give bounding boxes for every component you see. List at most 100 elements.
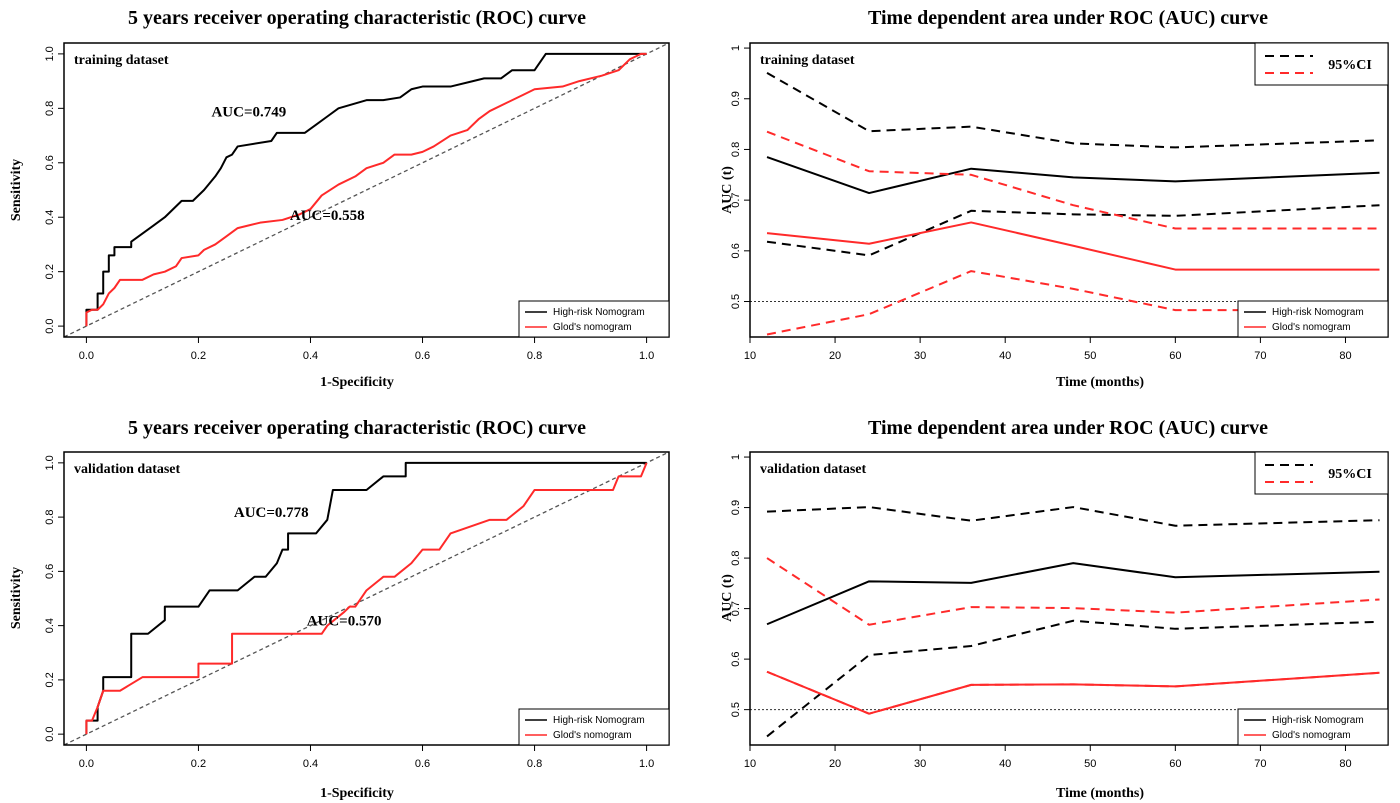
series-line-glod [766,221,1380,271]
legend-entry-glod: Glod's nomogram [1272,730,1351,741]
x-axis-label: 1-Specificity [320,786,394,801]
x-tick-label: 0.0 [79,350,94,362]
legend-entry-high-risk: High-risk Nomogram [553,307,645,318]
series-line-high-risk [85,52,647,327]
legend-box [518,300,670,338]
dataset-label: training dataset [760,53,855,68]
y-tick-label: 0.8 [730,550,742,565]
y-tick-label: 1 [730,45,742,51]
legend: High-risk Nomogram Glod's nomogram [518,300,670,338]
panel-1: 5 years receiver operating characteristi… [9,7,670,390]
legend-entry-high-risk: High-risk Nomogram [1272,715,1364,726]
ci-band-line [766,557,1380,626]
x-tick-label: 10 [744,350,756,362]
y-tick-label: 0.7 [730,601,742,616]
x-tick-label: 0.2 [191,758,206,770]
x-tick-label: 0.4 [303,758,318,770]
series-line-high-risk [766,156,1380,195]
y-tick-label: 0.6 [44,155,56,170]
legend-entry-high-risk: High-risk Nomogram [1272,307,1364,318]
legend-entry-glod: Glod's nomogram [553,322,632,333]
y-tick-label: 0.9 [730,91,742,106]
x-tick-label: 80 [1339,758,1351,770]
x-tick-label: 60 [1169,350,1181,362]
y-tick-label: 0.8 [730,142,742,157]
ci-legend-box [1254,451,1389,495]
x-tick-label: 20 [829,350,841,362]
x-tick-label: 40 [999,350,1011,362]
x-tick-label: 0.4 [303,350,318,362]
legend-box [518,708,670,746]
panel-4: Time dependent area under ROC (AUC) curv… [720,417,1389,801]
panel-3: 5 years receiver operating characteristi… [9,417,670,801]
y-tick-label: 0.4 [44,210,56,225]
x-tick-label: 0.2 [191,350,206,362]
y-tick-label: 0.4 [44,618,56,633]
legend: High-risk Nomogram Glod's nomogram [1237,300,1389,338]
x-tick-label: 0.8 [527,350,542,362]
plot-frame [63,42,670,338]
x-tick-label: 70 [1254,350,1266,362]
panel-2: Time dependent area under ROC (AUC) curv… [720,7,1389,390]
x-tick-label: 1.0 [639,350,654,362]
x-tick-label: 80 [1339,350,1351,362]
x-tick-label: 0.8 [527,758,542,770]
dataset-label: validation dataset [760,462,867,477]
plot-area [64,43,669,337]
legend-entry-glod: Glod's nomogram [553,730,632,741]
x-tick-label: 0.0 [79,758,94,770]
legend-entry-high-risk: High-risk Nomogram [553,715,645,726]
dataset-label: training dataset [74,53,169,68]
y-tick-label: 0.6 [44,564,56,579]
x-tick-label: 30 [914,758,926,770]
plot-area [750,72,1388,336]
y-tick-label: 0.9 [730,500,742,515]
chart-title: 5 years receiver operating characteristi… [128,7,586,29]
ci-band-line [766,72,1380,149]
chart-title: Time dependent area under ROC (AUC) curv… [868,417,1268,439]
plot-frame [749,42,1389,338]
series-line-glod [85,462,648,735]
ci-band-line [766,204,1380,257]
legend: High-risk Nomogram Glod's nomogram [518,708,670,746]
plot-area [750,506,1388,738]
plot-area [64,452,669,745]
y-tick-label: 0.0 [44,318,56,333]
reference-diagonal [64,43,669,337]
y-tick-label: 0.0 [44,726,56,741]
y-tick-label: 0.2 [44,264,56,279]
plot-frame [63,451,670,746]
x-tick-label: 70 [1254,758,1266,770]
ci-legend: 95%CI [1254,451,1389,495]
ci-legend-label: 95%CI [1328,467,1372,482]
chart-title: Time dependent area under ROC (AUC) curv… [868,7,1268,29]
x-tick-label: 0.6 [415,350,430,362]
x-tick-label: 0.6 [415,758,430,770]
auc-label: AUC=0.570 [307,614,382,630]
y-axis-label: AUC (t) [720,574,735,622]
x-tick-label: 60 [1169,758,1181,770]
x-tick-label: 40 [999,758,1011,770]
x-tick-label: 30 [914,350,926,362]
series-line-high-risk [766,562,1380,626]
x-axis-label: Time (months) [1056,375,1144,390]
y-tick-label: 0.5 [730,702,742,717]
plot-frame [749,451,1389,746]
auc-label: AUC=0.749 [211,105,286,121]
auc-label: AUC=0.778 [234,505,309,521]
y-tick-label: 0.2 [44,672,56,687]
x-tick-label: 50 [1084,350,1096,362]
series-line-glod [85,52,647,327]
legend-entry-glod: Glod's nomogram [1272,322,1351,333]
dataset-label: validation dataset [74,462,181,477]
ci-band-line [766,130,1380,230]
legend-box [1237,708,1389,746]
y-axis-label: Sensitivity [9,567,24,629]
y-axis-label: Sensitivity [9,159,24,221]
x-axis-label: Time (months) [1056,786,1144,801]
y-tick-label: 0.6 [730,651,742,666]
y-tick-label: 0.5 [730,294,742,309]
chart-title: 5 years receiver operating characteristi… [128,417,586,439]
ci-band-line [766,506,1380,527]
